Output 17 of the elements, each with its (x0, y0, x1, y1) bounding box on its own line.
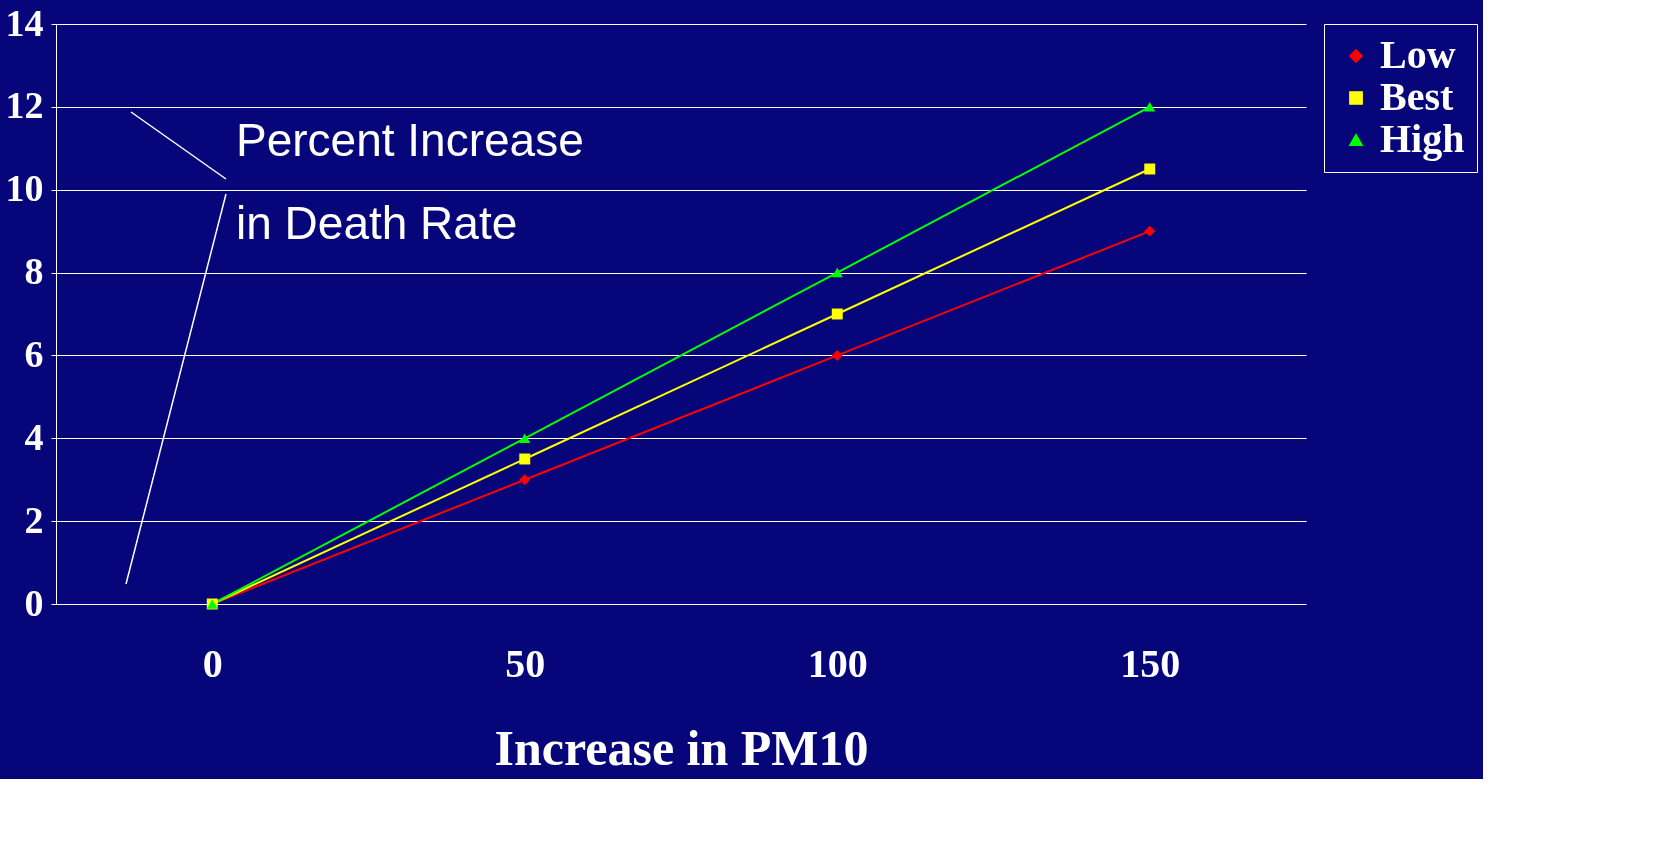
x-tick-label: 50 (505, 640, 546, 686)
y-tick-label: 14 (5, 1, 44, 44)
x-tick-label: 100 (807, 640, 868, 686)
legend-label: High (1380, 116, 1465, 161)
y-tick-label: 6 (24, 332, 44, 375)
y-tick-label: 4 (24, 415, 44, 458)
y-axis-title: Percent Increase in Death Rate (236, 114, 584, 249)
y-tick-label: 8 (24, 250, 44, 293)
legend-label: Best (1380, 74, 1454, 119)
y-tick-label: 0 (24, 581, 44, 624)
legend-label: Low (1380, 32, 1456, 77)
x-tick-label: 150 (1120, 640, 1181, 686)
x-tick-label: 0 (202, 640, 223, 686)
y-tick-label: 10 (5, 167, 44, 210)
y-tick-label: 2 (24, 498, 44, 541)
x-axis-title: Increase in PM10 (494, 719, 869, 776)
y-tick-label: 12 (5, 84, 44, 127)
